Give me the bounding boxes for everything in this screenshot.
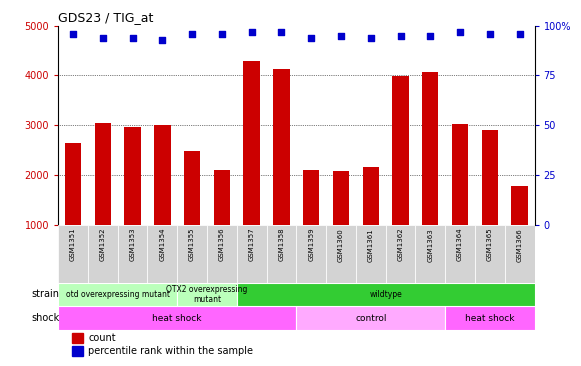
Bar [73, 346, 83, 356]
Text: GSM1358: GSM1358 [278, 228, 285, 261]
Text: GSM1356: GSM1356 [219, 228, 225, 261]
Bar [303, 169, 320, 225]
Bar [452, 124, 468, 225]
Bar [95, 123, 111, 225]
Text: control: control [355, 314, 386, 322]
Bar [296, 225, 326, 283]
Bar [363, 167, 379, 225]
Bar [58, 283, 177, 306]
Text: count: count [88, 333, 116, 343]
Text: GSM1351: GSM1351 [70, 228, 76, 261]
Bar [422, 72, 439, 225]
Bar [482, 130, 498, 225]
Point [456, 29, 465, 34]
Bar [296, 306, 445, 330]
Bar [214, 170, 230, 225]
Bar [511, 186, 528, 225]
Text: GSM1354: GSM1354 [159, 228, 166, 261]
Text: GSM1360: GSM1360 [338, 228, 344, 262]
Text: GSM1357: GSM1357 [249, 228, 254, 261]
Bar [333, 171, 349, 225]
Text: otd overexpressing mutant: otd overexpressing mutant [66, 290, 170, 299]
Bar [243, 61, 260, 225]
Bar [273, 70, 289, 225]
Text: heat shock: heat shock [152, 314, 202, 322]
Bar [326, 225, 356, 283]
Bar [237, 283, 535, 306]
Bar [475, 225, 505, 283]
Bar [184, 151, 200, 225]
Bar [415, 225, 445, 283]
Point [515, 31, 524, 37]
Bar [207, 225, 237, 283]
Text: GSM1355: GSM1355 [189, 228, 195, 261]
Point [188, 31, 197, 37]
Bar [124, 127, 141, 225]
Bar [237, 225, 267, 283]
Bar [445, 225, 475, 283]
Text: GSM1352: GSM1352 [100, 228, 106, 261]
Text: GSM1361: GSM1361 [368, 228, 374, 262]
Bar [65, 143, 81, 225]
Point [69, 31, 78, 37]
Point [366, 35, 375, 41]
Bar [356, 225, 386, 283]
Bar [267, 225, 296, 283]
Text: heat shock: heat shock [465, 314, 515, 322]
Point [485, 31, 494, 37]
Text: GDS23 / TIG_at: GDS23 / TIG_at [58, 11, 153, 25]
Point [128, 35, 137, 41]
Text: GSM1366: GSM1366 [517, 228, 523, 262]
Bar [445, 306, 535, 330]
Text: GSM1363: GSM1363 [427, 228, 433, 262]
Bar [386, 225, 415, 283]
Bar [154, 125, 170, 225]
Text: GSM1364: GSM1364 [457, 228, 463, 261]
Point [336, 33, 346, 38]
Bar [58, 306, 296, 330]
Bar [177, 283, 237, 306]
Text: strain: strain [31, 290, 59, 299]
Text: percentile rank within the sample: percentile rank within the sample [88, 347, 253, 356]
Point [98, 35, 107, 41]
Bar [73, 333, 83, 343]
Bar [148, 225, 177, 283]
Text: GSM1362: GSM1362 [397, 228, 404, 261]
Bar [177, 225, 207, 283]
Point [157, 37, 167, 42]
Bar [505, 225, 535, 283]
Bar [58, 225, 88, 283]
Bar [117, 225, 148, 283]
Bar [392, 76, 408, 225]
Text: GSM1359: GSM1359 [308, 228, 314, 261]
Text: OTX2 overexpressing
mutant: OTX2 overexpressing mutant [166, 285, 248, 304]
Bar [88, 225, 117, 283]
Text: shock: shock [31, 313, 59, 323]
Point [277, 29, 286, 34]
Text: wildtype: wildtype [370, 290, 402, 299]
Text: GSM1353: GSM1353 [130, 228, 135, 261]
Point [217, 31, 227, 37]
Point [396, 33, 405, 38]
Point [426, 33, 435, 38]
Text: GSM1365: GSM1365 [487, 228, 493, 261]
Point [247, 29, 256, 34]
Point [307, 35, 316, 41]
